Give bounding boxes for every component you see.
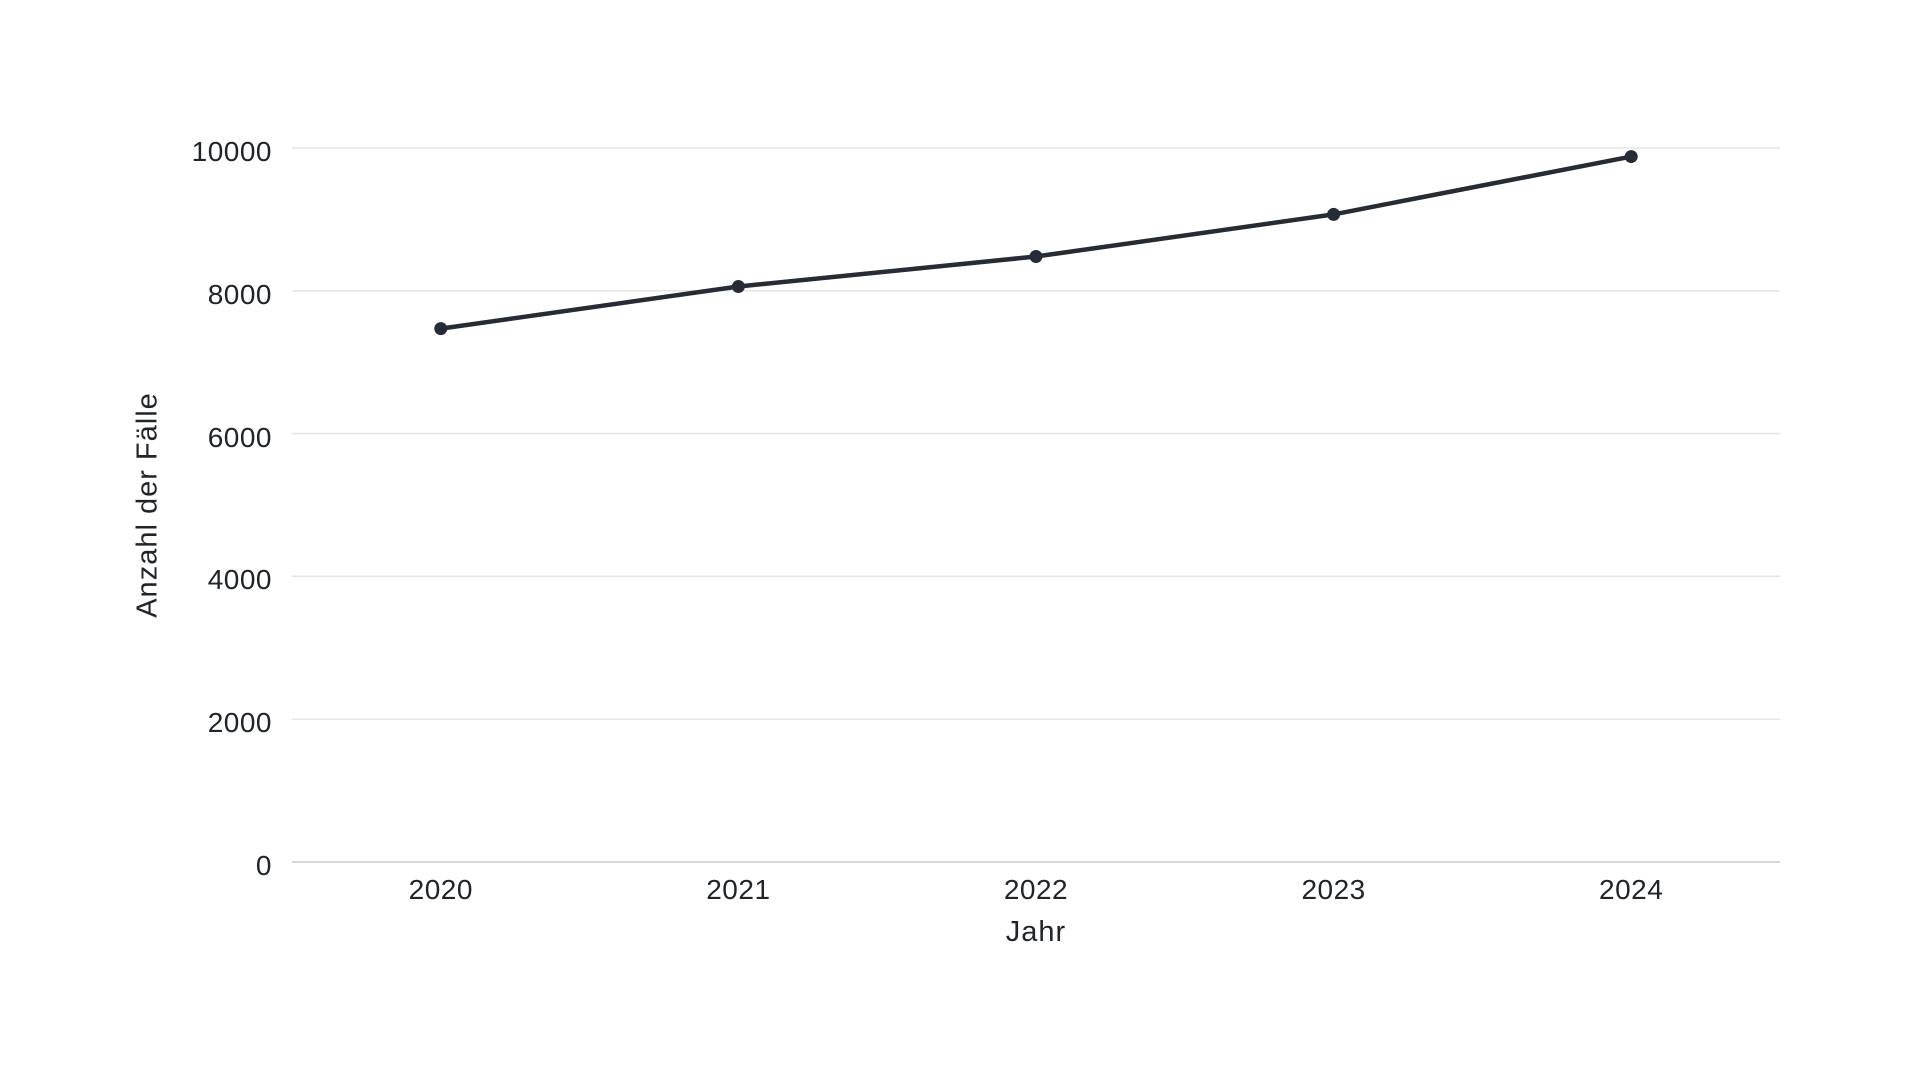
series-line — [438, 154, 1634, 331]
x-tick-label: 2024 — [1599, 874, 1664, 905]
gridlines-group — [292, 147, 1780, 863]
data-point[interactable] — [1029, 250, 1043, 264]
x-tick-label: 2023 — [1301, 874, 1366, 905]
data-point[interactable] — [731, 280, 745, 294]
y-tick-label: 4000 — [207, 564, 272, 596]
data-point[interactable] — [1624, 150, 1638, 164]
data-point[interactable] — [1327, 207, 1341, 221]
y-axis-title: Anzahl der Fälle — [131, 392, 164, 618]
y-tick-label: 8000 — [207, 278, 272, 310]
y-tick-label: 0 — [255, 850, 272, 881]
y-tick-label: 2000 — [207, 707, 272, 739]
y-tick-label: 10000 — [191, 136, 272, 167]
data-point[interactable] — [434, 322, 448, 336]
x-tick-label: 2021 — [706, 874, 771, 905]
series-group — [434, 150, 1638, 336]
x-axis-title: Jahr — [1005, 916, 1067, 948]
x-tick-label: 2022 — [1003, 874, 1069, 905]
x-tick-label: 2020 — [408, 874, 473, 905]
y-tick-label: 6000 — [207, 421, 272, 453]
